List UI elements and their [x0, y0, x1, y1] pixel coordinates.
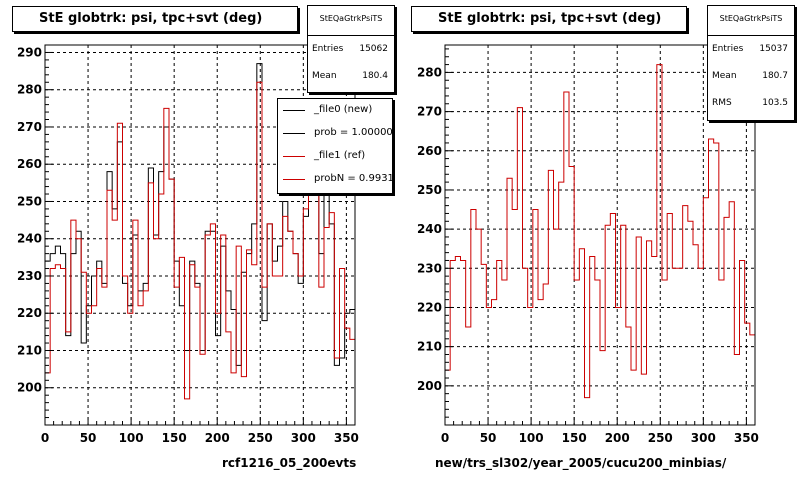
chart-1-y-tick-label-240: 240 — [17, 232, 42, 246]
chart-2-y-tick-label-220: 220 — [417, 300, 442, 314]
chart-1-x-axis-title: rcf1216_05_200evts — [222, 456, 357, 470]
chart-2-x-tick-label-350: 350 — [734, 431, 759, 445]
chart-2-x-tick-label-150: 150 — [562, 431, 587, 445]
chart-2-stats-rms: RMS 103.5 — [708, 90, 794, 117]
chart-2-y-tick-label-210: 210 — [417, 340, 442, 354]
chart-1-legend: _file0 (new) prob = 1.000000 _file1 (ref… — [277, 98, 393, 194]
chart-1-y-tick-label-260: 260 — [17, 157, 42, 171]
chart-1-stats-box: StEQaGtrkPsiTS Entries 15062 Mean 180.4 — [307, 5, 395, 93]
chart-2-stats-entries: Entries 15037 — [708, 36, 794, 63]
chart-1-x-tick-label-150: 150 — [162, 431, 187, 445]
chart-1-y-tick-label-210: 210 — [17, 343, 42, 357]
legend-entry-2: prob = 1.000000 — [278, 122, 392, 145]
chart-1-x-tick-label-200: 200 — [205, 431, 230, 445]
chart-2-stats-rms-label: RMS — [712, 98, 732, 108]
chart-2-stats-entries-label: Entries — [712, 44, 744, 54]
legend-line-4 — [283, 179, 305, 180]
legend-entry-3: _file1 (ref) — [278, 145, 392, 168]
chart-1-x-tick-label-350: 350 — [334, 431, 359, 445]
chart-1-y-tick-label-270: 270 — [17, 120, 42, 134]
chart-2-y-tick-label-250: 250 — [417, 183, 442, 197]
chart-1-title: StE globtrk: psi, tpc+svt (deg) — [39, 11, 263, 26]
legend-line-3 — [283, 156, 305, 157]
chart-1-x-tick-label-300: 300 — [291, 431, 316, 445]
chart-2-y-tick-label-260: 260 — [417, 144, 442, 158]
chart-2-y-tick-label-200: 200 — [417, 379, 442, 393]
chart-1-stats-mean: Mean 180.4 — [308, 63, 394, 90]
chart-1-series-2-line — [45, 81, 355, 400]
chart-1-y-tick-label-220: 220 — [17, 306, 42, 320]
chart-2-stats-mean: Mean 180.7 — [708, 63, 794, 90]
legend-line-2 — [283, 133, 305, 134]
chart-1-stats-mean-label: Mean — [312, 71, 337, 81]
chart-2-x-tick-label-50: 50 — [480, 431, 497, 445]
chart-1-x-tick-label-100: 100 — [119, 431, 144, 445]
chart-1-x-tick-label-50: 50 — [80, 431, 97, 445]
chart-2-y-tick-label-230: 230 — [417, 261, 442, 275]
chart-1-stats-entries-value: 15062 — [359, 44, 388, 54]
chart-2-stats-mean-value: 180.7 — [762, 71, 788, 81]
chart-1-stats-entries: Entries 15062 — [308, 36, 394, 63]
chart-2-x-axis-title: new/trs_sl302/year_2005/cucu200_minbias/ — [435, 456, 727, 470]
legend-label-1: _file0 (new) — [314, 104, 373, 115]
chart-2-stats-entries-value: 15037 — [759, 44, 788, 54]
chart-2-title: StE globtrk: psi, tpc+svt (deg) — [438, 11, 662, 26]
chart-1-y-tick-label-230: 230 — [17, 269, 42, 283]
chart-2-stats-name: StEQaGtrkPsiTS — [708, 6, 794, 36]
chart-2-title-box: StE globtrk: psi, tpc+svt (deg) — [411, 6, 687, 32]
chart-2-y-tick-label-240: 240 — [417, 222, 442, 236]
legend-entry-4: probN = 0.993170 — [278, 168, 392, 191]
legend-label-2: prob = 1.000000 — [314, 127, 393, 138]
chart-2-y-tick-label-280: 280 — [417, 65, 442, 79]
chart-1-stats-entries-label: Entries — [312, 44, 344, 54]
chart-1-y-tick-label-290: 290 — [17, 45, 42, 59]
chart-1-stats-name: StEQaGtrkPsiTS — [308, 6, 394, 36]
chart-2-x-tick-label-250: 250 — [648, 431, 673, 445]
chart-1-y-tick-label-280: 280 — [17, 83, 42, 97]
chart-2-stats-rms-value: 103.5 — [762, 98, 788, 108]
legend-line-1 — [283, 110, 305, 111]
chart-1-stats-mean-value: 180.4 — [362, 71, 388, 81]
legend-label-3: _file1 (ref) — [314, 150, 366, 161]
chart-2-stats-mean-label: Mean — [712, 71, 737, 81]
chart-1-y-tick-label-250: 250 — [17, 194, 42, 208]
chart-1-x-tick-label-0: 0 — [41, 431, 49, 445]
chart-2-x-tick-label-100: 100 — [519, 431, 544, 445]
chart-2-x-tick-label-200: 200 — [605, 431, 630, 445]
chart-2-plot: 200 210 220 230 240 250 260 270 280 0 50 100 150 200 2… — [417, 44, 759, 445]
chart-2-y-tick-label-270: 270 — [417, 105, 442, 119]
chart-1-x-tick-label-250: 250 — [248, 431, 273, 445]
chart-1-title-box: StE globtrk: psi, tpc+svt (deg) — [12, 6, 298, 32]
chart-2-stats-box: StEQaGtrkPsiTS Entries 15037 Mean 180.7 … — [707, 5, 795, 121]
chart-1-y-tick-label-200: 200 — [17, 381, 42, 395]
chart-2-x-tick-label-300: 300 — [691, 431, 716, 445]
chart-2-x-tick-label-0: 0 — [441, 431, 449, 445]
chart-2-series-1-line — [445, 64, 755, 399]
legend-label-4: probN = 0.993170 — [314, 173, 393, 184]
legend-entry-1: _file0 (new) — [278, 99, 392, 122]
